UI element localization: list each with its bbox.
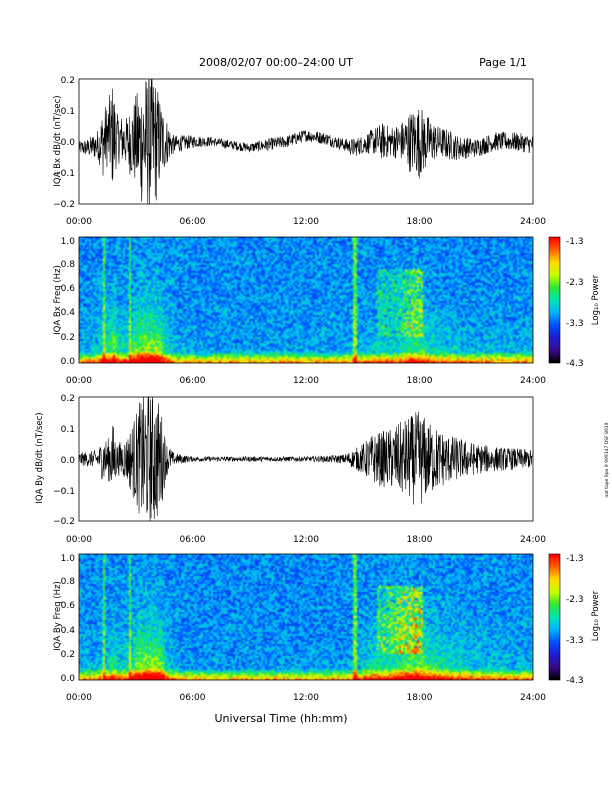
xtick-label: 00:00 (66, 535, 92, 545)
xtick-label: 24:00 (520, 217, 546, 227)
colorbar-bx: -1.3 -2.3 -3.3 -4.3 Log₁₀ Power (548, 236, 601, 369)
panel-bx-spectrogram: IQA Bx Freq (Hz) 1.0 0.8 0.6 0.4 0.2 0.0… (53, 236, 601, 386)
ytick-label: 0.0 (61, 357, 76, 367)
xtick-label: 18:00 (407, 693, 433, 703)
colorbar-tick-label: -3.3 (566, 636, 584, 646)
ytick-label: 0.8 (61, 260, 76, 270)
colorbar-tick-label: -3.3 (566, 319, 584, 329)
ytick-label: 0.6 (61, 284, 76, 294)
xtick-label: 12:00 (293, 535, 319, 545)
colorbar-tick-label: -1.3 (566, 237, 584, 247)
xtick-label: 00:00 (66, 693, 92, 703)
panel-bx-dbdt-xticks: 00:00 06:00 12:00 18:00 24:00 (66, 217, 546, 227)
ytick-label: 0.0 (61, 674, 76, 684)
colorbar-bx-frame (548, 236, 561, 364)
ytick-label: −0.2 (53, 200, 75, 210)
xtick-label: 06:00 (180, 535, 206, 545)
panel-bx-dbdt-yticks: 0.2 0.1 0.0 −0.1 −0.2 (53, 76, 75, 210)
side-note: nat tape 9pn 9 999147 DSF 8919 (604, 422, 610, 497)
page-title: 2008/02/07 00:00–24:00 UT (199, 56, 353, 69)
bx-dbdt-trace (78, 78, 534, 205)
panel-by-dbdt-ylabel: IQA By dB/dt (nT/sec) (35, 412, 45, 503)
xtick-label: 18:00 (407, 376, 433, 386)
ytick-label: 0.2 (61, 333, 75, 343)
panel-by-spec-frame (78, 553, 534, 681)
panel-by-spec-ylabel: IQA By Freq (Hz) (53, 581, 63, 651)
colorbar-label: Log₁₀ Power (591, 590, 601, 641)
xtick-label: 12:00 (293, 217, 319, 227)
xtick-label: 00:00 (66, 217, 92, 227)
xtick-label: 24:00 (520, 693, 546, 703)
xtick-label: 18:00 (407, 535, 433, 545)
panel-bx-spec-frame (78, 236, 534, 364)
xtick-label: 24:00 (520, 376, 546, 386)
colorbar-by-gradient (549, 554, 560, 680)
colorbar-tick-label: -1.3 (566, 554, 584, 564)
panel-bx-spec-ylabel: IQA Bx Freq (Hz) (53, 265, 63, 335)
ytick-label: 1.0 (61, 237, 76, 247)
ytick-label: −0.1 (53, 169, 75, 179)
ytick-label: 0.2 (61, 76, 75, 86)
colorbar-tick-label: -2.3 (566, 278, 584, 288)
xtick-label: 06:00 (180, 217, 206, 227)
panel-by-dbdt-yticks: 0.2 0.1 0.0 −0.1 −0.2 (53, 394, 75, 527)
colorbar-by-frame (548, 553, 561, 681)
xtick-label: 12:00 (293, 376, 319, 386)
colorbar-by: -1.3 -2.3 -3.3 -4.3 Log₁₀ Power (548, 553, 601, 686)
panel-by-dbdt-xticks: 00:00 06:00 12:00 18:00 24:00 (66, 535, 546, 545)
ytick-label: 0.2 (61, 394, 75, 404)
ytick-label: 0.4 (61, 626, 76, 636)
xtick-label: 24:00 (520, 535, 546, 545)
colorbar-bx-gradient (549, 237, 560, 363)
ytick-label: 0.1 (61, 107, 75, 117)
page-number: Page 1/1 (479, 56, 527, 69)
bx-spectrogram-image (79, 237, 533, 363)
panel-by-spec-xticks: 00:00 06:00 12:00 18:00 24:00 (66, 693, 546, 703)
xtick-label: 18:00 (407, 217, 433, 227)
panel-bx-spec-xticks: 00:00 06:00 12:00 18:00 24:00 (66, 376, 546, 386)
ytick-label: 0.4 (61, 308, 76, 318)
ytick-label: 0.1 (61, 425, 75, 435)
ytick-label: 0.0 (61, 456, 76, 466)
by-dbdt-trace (78, 396, 534, 522)
colorbar-tick-label: -2.3 (566, 595, 584, 605)
panel-bx-dbdt-frame (78, 78, 534, 205)
ytick-label: −0.1 (53, 487, 75, 497)
ytick-label: 0.0 (61, 138, 76, 148)
x-axis-label: Universal Time (hh:mm) (215, 712, 348, 725)
colorbar-tick-label: -4.3 (566, 359, 584, 369)
colorbar-label: Log₁₀ Power (591, 274, 601, 325)
trace-line (78, 396, 534, 522)
xtick-label: 12:00 (293, 693, 319, 703)
ytick-label: 0.8 (61, 577, 76, 587)
by-spectrogram-image (79, 554, 533, 680)
panel-by-spectrogram: IQA By Freq (Hz) 1.0 0.8 0.6 0.4 0.2 0.0… (53, 553, 601, 703)
ytick-label: 0.6 (61, 601, 76, 611)
colorbar-tick-label: -4.3 (566, 676, 584, 686)
ytick-label: −0.2 (53, 517, 75, 527)
ytick-label: 0.2 (61, 650, 75, 660)
xtick-label: 06:00 (180, 376, 206, 386)
panel-bx-dbdt: IQA Bx dB/dt (nT/sec) 0.2 0.1 0.0 −0.1 −… (53, 76, 546, 227)
panel-by-dbdt: IQA By dB/dt (nT/sec) 0.2 0.1 0.0 −0.1 −… (35, 394, 546, 545)
panel-bx-dbdt-ylabel: IQA Bx dB/dt (nT/sec) (53, 95, 63, 186)
trace-line (78, 78, 534, 205)
ytick-label: 1.0 (61, 554, 76, 564)
panel-by-spec-yticks: 1.0 0.8 0.6 0.4 0.2 0.0 (61, 554, 76, 684)
xtick-label: 00:00 (66, 376, 92, 386)
xtick-label: 06:00 (180, 693, 206, 703)
panel-by-dbdt-frame (78, 396, 534, 522)
panel-bx-spec-yticks: 1.0 0.8 0.6 0.4 0.2 0.0 (61, 237, 76, 367)
